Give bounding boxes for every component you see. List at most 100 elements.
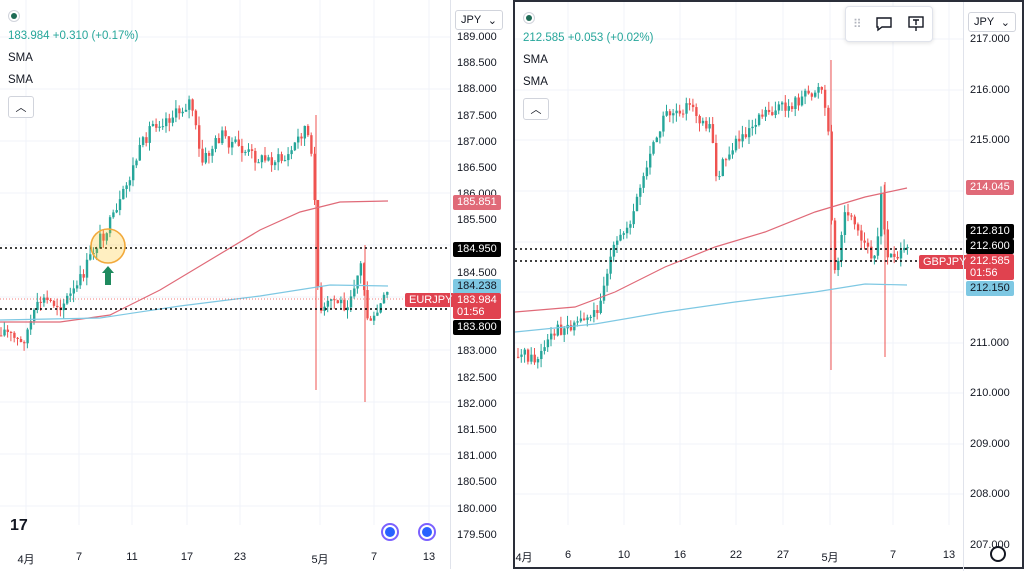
chart-pane-eurjpy[interactable]: 183.984 +0.310 (+0.17%) SMA SMA ︿ EURJPY…	[0, 0, 512, 569]
candle-body	[300, 136, 303, 139]
candle-body	[797, 97, 800, 106]
candle-body	[883, 193, 886, 230]
candle-body	[198, 125, 201, 149]
indicator-sma-2[interactable]: SMA	[523, 76, 548, 89]
price-tick: 183.000	[457, 345, 497, 358]
candle-body	[579, 318, 583, 322]
candle-body	[62, 303, 66, 311]
candle-body	[161, 126, 165, 128]
candle-body	[290, 150, 293, 155]
candle-body	[622, 233, 625, 235]
candle-body	[536, 359, 540, 363]
event-marker[interactable]	[381, 523, 399, 541]
currency-select[interactable]: JPY ⌄	[455, 10, 503, 30]
sma-red-line[interactable]	[515, 187, 908, 313]
time-tick: 13	[422, 551, 436, 563]
candle-body	[711, 124, 715, 143]
candle-body	[118, 199, 122, 211]
candle-body	[540, 350, 543, 360]
candle-body	[277, 154, 280, 163]
candle-body	[833, 220, 837, 271]
candle-body	[629, 224, 632, 228]
candle-body	[108, 217, 112, 234]
candle-body	[751, 126, 754, 129]
price-tick: 188.500	[457, 57, 497, 70]
indicator-sma-1[interactable]: SMA	[523, 54, 548, 67]
candle-body	[645, 167, 649, 177]
candle-body	[658, 131, 662, 138]
candle-body	[69, 293, 72, 296]
text-note-icon[interactable]	[907, 15, 925, 33]
candle-body	[602, 285, 606, 301]
price-tick: 187.000	[457, 135, 497, 148]
time-axis[interactable]: 4月 7 11 17 23 5月 7 13	[0, 547, 450, 569]
sma-red-line[interactable]	[0, 200, 389, 323]
candle-body	[386, 291, 389, 295]
indicator-sma-2[interactable]: SMA	[8, 74, 33, 87]
arrow-up-icon[interactable]	[102, 266, 114, 285]
candle-body	[26, 329, 29, 344]
last-price-tag: 183.984 01:56	[453, 293, 501, 319]
candle-body	[682, 113, 685, 115]
candle-body	[721, 159, 724, 177]
eurjpy-price-plot[interactable]	[0, 0, 450, 547]
chevron-down-icon: ⌄	[1000, 16, 1010, 29]
candle-body	[866, 242, 870, 247]
currency-select[interactable]: JPY ⌄	[968, 12, 1016, 32]
collapse-chevron-icon: ︿	[15, 102, 27, 115]
candle-body	[533, 354, 536, 363]
candle-body	[79, 274, 82, 286]
level-high-tag: 212.810	[966, 224, 1014, 239]
candle-body	[559, 324, 563, 335]
candle-body	[102, 233, 105, 241]
candle-body	[125, 185, 128, 189]
candle-body	[652, 142, 655, 154]
settings-gear-icon[interactable]	[990, 546, 1006, 562]
collapse-chevron-icon: ︿	[530, 104, 542, 117]
tradingview-logo[interactable]: 17	[10, 517, 28, 534]
price-quote: 212.585 +0.053 (+0.02%)	[523, 32, 654, 45]
candle-body	[359, 263, 363, 276]
candle-body	[701, 120, 705, 124]
collapse-legend-button[interactable]: ︿	[523, 98, 549, 121]
chart-dot-icon[interactable]	[8, 10, 20, 22]
price-quote: 183.984 +0.310 (+0.17%)	[8, 30, 139, 43]
candle-body	[247, 149, 250, 152]
candle-body	[705, 120, 708, 129]
candle-body	[632, 211, 635, 225]
chart-dot-icon[interactable]	[523, 12, 535, 24]
gbpjpy-price-plot[interactable]	[515, 2, 963, 547]
candle-body	[708, 124, 711, 129]
candle-body	[744, 134, 748, 138]
candle-body	[99, 233, 102, 249]
price-tick: 217.000	[970, 33, 1010, 45]
candle-body	[6, 329, 9, 333]
candle-body	[662, 115, 665, 132]
candle-body	[115, 210, 118, 213]
price-axis[interactable]: JPY⌄ 217.000216.000215.000214.000213.000…	[963, 2, 1023, 571]
candle-body	[724, 159, 728, 161]
collapse-legend-button[interactable]: ︿	[8, 96, 34, 119]
candle-body	[569, 324, 573, 331]
chart-pane-gbpjpy[interactable]: 212.585 +0.053 (+0.02%) SMA SMA ︿ ⠿ GBPJ…	[513, 0, 1024, 571]
candle-body	[303, 125, 306, 139]
sma-blue-line[interactable]	[0, 284, 389, 321]
indicator-sma-1[interactable]: SMA	[8, 52, 33, 65]
sma-blue-value-tag: 212.150	[966, 281, 1014, 296]
candle-body	[363, 263, 366, 291]
sma-blue-line[interactable]	[515, 283, 908, 333]
highlight-circle[interactable]	[90, 228, 126, 264]
candle-body	[863, 240, 866, 243]
time-tick: 22	[729, 549, 743, 561]
candle-body	[353, 288, 356, 297]
price-axis[interactable]: JPY ⌄ 189.000 188.500 188.000 187.500 187.000…	[450, 0, 513, 569]
candle-body	[850, 215, 853, 217]
candle-body	[240, 145, 244, 153]
candle-body	[685, 103, 688, 114]
time-axis[interactable]: 4月 6 10 16 22 27 5月 7 13	[515, 545, 963, 567]
comment-icon[interactable]	[875, 16, 893, 32]
candle-body	[586, 317, 589, 320]
candle-body	[668, 111, 672, 116]
drag-handle-icon[interactable]: ⠿	[852, 17, 862, 31]
event-marker[interactable]	[418, 523, 436, 541]
